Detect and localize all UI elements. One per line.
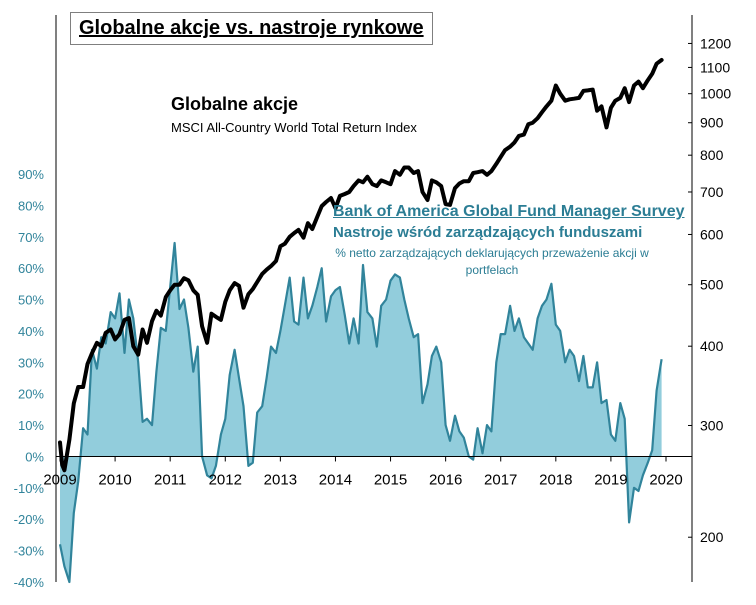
right-axis-tick-label: 1000: [700, 86, 731, 102]
left-axis-tick-label: 20%: [18, 387, 44, 402]
equities-line: [58, 58, 664, 473]
right-axis-tick-label: 200: [700, 529, 724, 545]
left-axis-tick-label: 70%: [18, 230, 44, 245]
x-axis-tick-label: 2015: [374, 471, 407, 488]
survey-series-note: % netto zarządzających deklarujących prz…: [335, 246, 649, 277]
survey-line: [58, 241, 663, 584]
survey-series-sublabel: Nastroje wśród zarządzających funduszami: [333, 224, 643, 241]
left-axis-tick-label: 10%: [18, 418, 44, 433]
equities-series-label: Globalne akcje: [171, 94, 299, 114]
equities-series-sublabel: MSCI All-Country World Total Return Inde…: [171, 120, 417, 135]
x-axis-tick-label: 2010: [98, 471, 131, 488]
right-axis-tick-label: 300: [700, 417, 724, 433]
right-axis-tick-label: 400: [700, 338, 724, 354]
axes-layer: -40% -30% -20% -10% 0% 10% 20% 30% 40% 50% 60% 70% 8…: [14, 15, 731, 590]
left-axis-tick-label: 30%: [18, 355, 44, 370]
right-axis-tick-label: 1100: [700, 59, 730, 75]
left-axis-tick-label: -40%: [14, 575, 45, 590]
right-axis-tick-label: 500: [700, 277, 724, 293]
x-axis-tick-label: 2016: [429, 471, 462, 488]
x-axis-tick-label: 2019: [594, 471, 627, 488]
x-axis-tick-label: 2020: [649, 471, 682, 488]
x-axis-tick-label: 2012: [209, 471, 242, 488]
survey-series-label: Bank of America Global Fund Manager Surv…: [333, 203, 685, 220]
survey-area-fill: [60, 243, 662, 582]
right-axis-tick-label: 800: [700, 147, 724, 163]
equities-line-layer: [58, 58, 664, 473]
x-axis-tick-label: 2011: [154, 471, 186, 488]
left-axis-tick-label: -10%: [14, 481, 45, 496]
x-axis-tick-label: 2013: [264, 471, 297, 488]
survey-area-layer: [58, 241, 663, 584]
left-axis-tick-label: -30%: [14, 544, 45, 559]
right-axis-tick-label: 1200: [700, 35, 731, 51]
x-axis-tick-label: 2018: [539, 471, 572, 488]
left-axis-tick-label: 90%: [18, 167, 44, 182]
x-axis-tick-label: 2017: [484, 471, 517, 488]
right-axis-tick-label: 600: [700, 226, 724, 242]
right-axis-tick-label: 900: [700, 115, 724, 131]
left-axis-tick-label: 60%: [18, 261, 44, 276]
left-axis-tick-label: 50%: [18, 293, 44, 308]
left-axis-tick-label: 80%: [18, 198, 44, 213]
left-axis-tick-label: 40%: [18, 324, 44, 339]
right-axis-tick-label: 700: [700, 184, 724, 200]
x-axis-tick-label: 2009: [43, 471, 76, 488]
chart-title: Globalne akcje vs. nastroje rynkowe: [79, 17, 424, 39]
left-axis-tick-label: -20%: [14, 512, 45, 527]
chart-title-box: Globalne akcje vs. nastroje rynkowe: [70, 12, 433, 45]
x-axis-tick-label: 2014: [319, 471, 352, 488]
left-axis-tick-label: 0%: [25, 449, 44, 464]
